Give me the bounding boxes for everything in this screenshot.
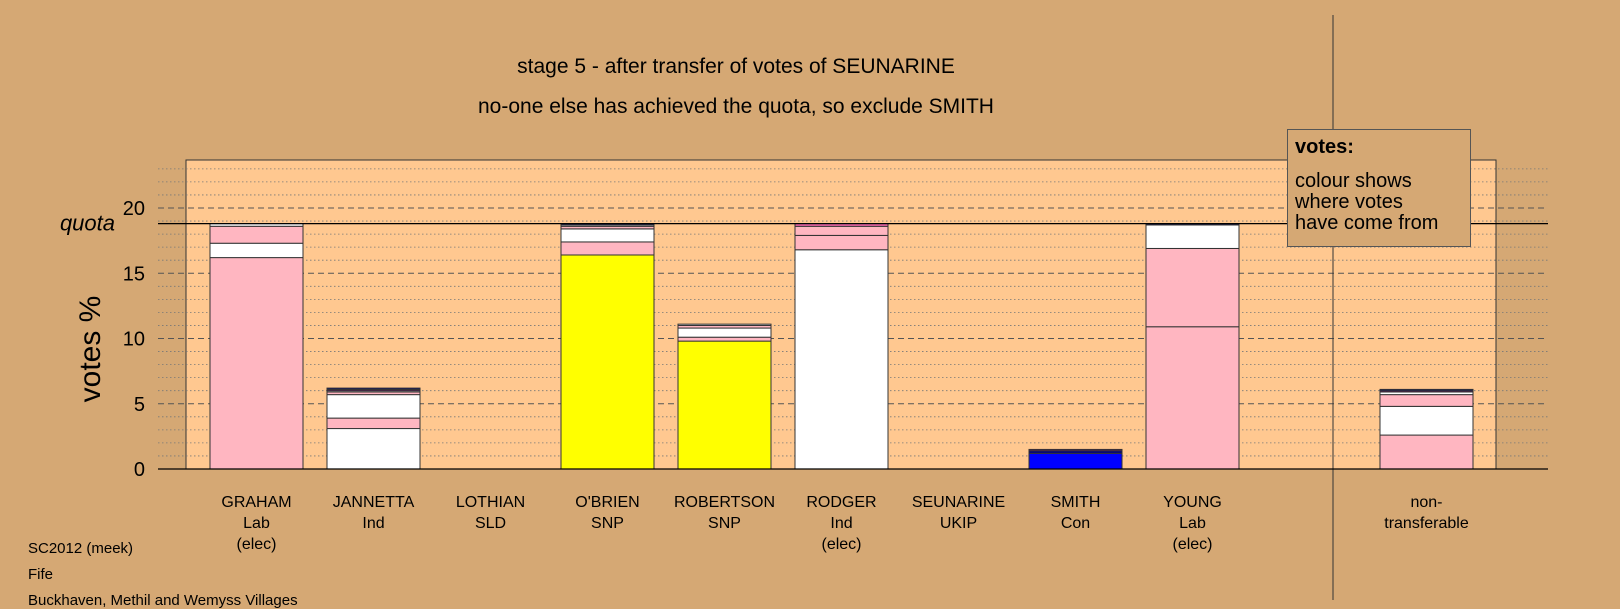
bar-segment-jannetta [326,394,421,419]
bar-segment-smith [1028,448,1123,452]
bar-segment-obrien [560,228,655,243]
bar-segment-robertson [677,336,772,342]
candidate-jannetta-label-1: JANNETTA [333,494,415,511]
bar-segment-robertson [677,340,772,470]
candidate-obrien-label-1: O'BRIEN [575,494,639,511]
candidate-seunarine-label-2: UKIP [940,515,977,532]
bar-segment-smith [1028,452,1123,470]
nontransferable-label-2: transferable [1384,515,1469,532]
bar-segment-obrien [560,241,655,256]
y-tick-label: 15 [123,263,145,285]
bar-segment-jannetta [326,428,421,470]
bar-segment-young [1145,224,1240,249]
bar-segment-jannetta [326,387,421,390]
candidate-graham-label-3: (elec) [236,536,276,553]
y-tick-label: 5 [134,394,145,416]
candidate-lothian-label-1: LOTHIAN [456,494,525,511]
candidate-robertson-label-1: ROBERTSON [674,494,775,511]
bar-segment-jannetta [326,417,421,430]
chart-subtitle: no-one else has achieved the quota, so e… [478,95,994,118]
bar-segment-graham [209,257,304,470]
bar-segment-robertson [677,327,772,338]
y-axis-label: votes % [74,296,107,403]
candidate-jannetta-label-2: Ind [362,515,384,532]
candidate-seunarine-label-1: SEUNARINE [912,494,1005,511]
y-tick-label: 0 [134,459,145,481]
legend-line-2: where votes [1295,191,1403,213]
legend-box: votes: colour shows where votes have com… [1287,129,1471,247]
bar-segment-obrien [560,254,655,470]
bar-segment-robertson [677,323,772,326]
footer-ward: Buckhaven, Methil and Wemyss Villages [28,592,298,609]
bar-segment-graham [209,242,304,259]
bar-segment-nontransferable [1379,434,1474,470]
legend-line-1: colour shows [1295,170,1412,192]
candidate-graham-label-2: Lab [243,515,270,532]
bar-segment-graham [209,225,304,244]
candidate-young-label-3: (elec) [1172,536,1212,553]
bar-segment-young [1145,247,1240,328]
candidate-young-label-1: YOUNG [1163,494,1222,511]
candidate-lothian-label-2: SLD [475,515,506,532]
candidate-graham-label-1: GRAHAM [221,494,291,511]
bar-segment-rodger [794,249,889,470]
chart-title: stage 5 - after transfer of votes of SEU… [517,55,955,78]
legend-title: votes: [1295,136,1354,158]
candidate-smith-label-1: SMITH [1051,494,1101,511]
bar-segment-nontransferable [1379,394,1474,407]
y-tick-label: 10 [123,329,145,351]
footer-council: Fife [28,566,54,583]
candidate-young-label-2: Lab [1179,515,1206,532]
legend-line-3: have come from [1295,212,1439,234]
bar-segment-young [1145,326,1240,470]
quota-label: quota [60,211,115,236]
candidate-rodger-label-3: (elec) [821,536,861,553]
bar-segment-nontransferable [1379,405,1474,436]
y-tick-label: 20 [123,198,145,220]
candidate-obrien-label-2: SNP [591,515,624,532]
candidate-smith-label-2: Con [1061,515,1090,532]
bar-segment-nontransferable [1379,388,1474,392]
candidate-rodger-label-2: Ind [830,515,852,532]
bar-segment-rodger [794,234,889,251]
nontransferable-label-1: non- [1410,494,1442,511]
footer-system: SC2012 (meek) [28,540,134,557]
bar-segment-rodger [794,225,889,236]
candidate-rodger-label-1: RODGER [806,494,876,511]
candidate-robertson-label-2: SNP [708,515,741,532]
